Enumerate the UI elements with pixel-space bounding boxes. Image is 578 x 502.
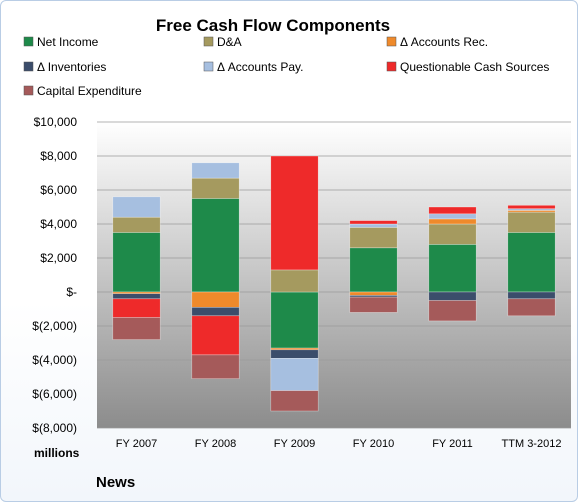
y-tick-label-7: $(4,000) bbox=[32, 353, 77, 367]
bar-0-1 bbox=[112, 216, 161, 233]
bar-4-0 bbox=[428, 244, 477, 293]
bar-4-5 bbox=[428, 206, 477, 215]
y-tick-label-2: $6,000 bbox=[40, 183, 77, 197]
bar-2-5 bbox=[270, 155, 319, 271]
y-tick-label-9: $(8,000) bbox=[32, 421, 77, 435]
bar-1-6 bbox=[191, 354, 240, 379]
legend-swatch-2 bbox=[386, 36, 397, 47]
bar-3-0 bbox=[349, 247, 398, 293]
y-tick-label-6: $(2,000) bbox=[32, 319, 77, 333]
legend-label-3: Δ Inventories bbox=[37, 60, 106, 74]
legend-swatch-0 bbox=[23, 36, 34, 47]
x-tick-label-2: FY 2009 bbox=[274, 438, 315, 450]
bar-4-6 bbox=[428, 300, 477, 322]
gridlines bbox=[97, 121, 571, 429]
bar-0-3 bbox=[112, 293, 161, 300]
bar-3-1 bbox=[349, 227, 398, 249]
bar-1-0 bbox=[191, 198, 240, 293]
y-tick-label-1: $8,000 bbox=[40, 149, 77, 163]
bar-5-1 bbox=[507, 211, 556, 233]
legend-label-2: Δ Accounts Rec. bbox=[400, 35, 488, 49]
bar-3-4 bbox=[349, 223, 398, 228]
y-tick-label-0: $10,000 bbox=[34, 115, 78, 129]
legend-label-6: Capital Expenditure bbox=[37, 84, 142, 98]
bar-5-0 bbox=[507, 232, 556, 293]
bar-2-4 bbox=[270, 357, 319, 391]
legend-swatch-1 bbox=[203, 36, 214, 47]
x-axis: FY 2007 FY 2008 FY 2009 FY 2010 FY 2011 TTM 3… bbox=[116, 438, 562, 450]
plot-area bbox=[97, 122, 571, 428]
bar-2-6 bbox=[270, 390, 319, 412]
legend: Net Income D&A Δ Accounts Rec. Δ Inventorie… bbox=[23, 35, 549, 98]
x-tick-label-0: FY 2007 bbox=[116, 438, 157, 450]
bar-2-0 bbox=[270, 291, 319, 349]
bar-5-3 bbox=[507, 291, 556, 300]
legend-label-5: Questionable Cash Sources bbox=[400, 60, 549, 74]
x-tick-label-4: FY 2011 bbox=[432, 438, 473, 450]
x-tick-label-5: TTM 3-2012 bbox=[502, 438, 562, 450]
bars bbox=[112, 155, 556, 412]
units-label: millions bbox=[34, 446, 80, 460]
chart-title: Free Cash Flow Components bbox=[156, 16, 390, 35]
y-tick-label-5: $- bbox=[66, 285, 77, 299]
bar-3-6 bbox=[349, 296, 398, 313]
bar-1-3 bbox=[191, 306, 240, 317]
y-tick-label-3: $4,000 bbox=[40, 217, 77, 231]
legend-swatch-6 bbox=[23, 85, 34, 96]
bar-0-5 bbox=[112, 298, 161, 318]
bar-4-4 bbox=[428, 213, 477, 220]
y-tick-label-8: $(6,000) bbox=[32, 387, 77, 401]
bar-1-5 bbox=[191, 315, 240, 356]
y-tick-label-4: $2,000 bbox=[40, 251, 77, 265]
bar-3-5 bbox=[349, 220, 398, 225]
bar-4-3 bbox=[428, 291, 477, 301]
bar-0-6 bbox=[112, 317, 161, 340]
legend-label-1: D&A bbox=[217, 35, 242, 49]
bar-5-6 bbox=[507, 298, 556, 317]
bar-1-4 bbox=[191, 162, 240, 179]
legend-label-0: Net Income bbox=[37, 35, 99, 49]
bar-4-2 bbox=[428, 218, 477, 225]
bar-1-2 bbox=[191, 291, 240, 308]
x-tick-label-3: FY 2010 bbox=[353, 438, 394, 450]
source-label: News bbox=[96, 474, 135, 491]
bar-4-1 bbox=[428, 223, 477, 245]
bar-1-1 bbox=[191, 177, 240, 199]
legend-swatch-4 bbox=[203, 61, 214, 72]
bar-0-4 bbox=[112, 196, 161, 218]
bar-5-5 bbox=[507, 205, 556, 210]
legend-label-4: Δ Accounts Pay. bbox=[217, 60, 304, 74]
x-tick-label-1: FY 2008 bbox=[195, 438, 236, 450]
y-axis: $10,000 $8,000 $6,000 $4,000 $2,000 $- $(2,000… bbox=[32, 115, 77, 435]
legend-swatch-5 bbox=[386, 61, 397, 72]
bar-0-0 bbox=[112, 232, 161, 293]
bar-2-3 bbox=[270, 349, 319, 359]
bar-2-1 bbox=[270, 269, 319, 293]
legend-swatch-3 bbox=[23, 61, 34, 72]
bar-3-2 bbox=[349, 291, 398, 296]
